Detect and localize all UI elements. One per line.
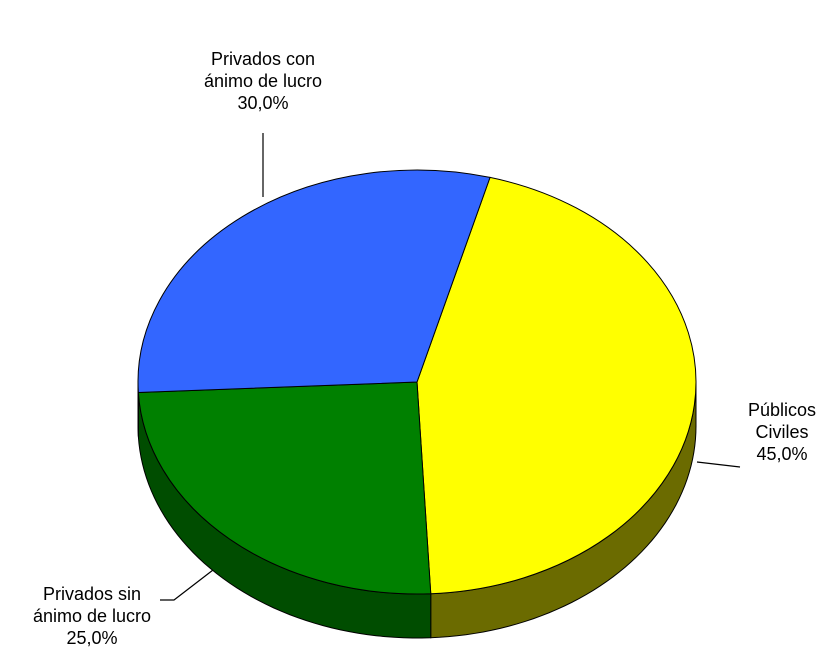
slice-name-label-1-1: ánimo de lucro <box>33 606 151 626</box>
slice-name-label-0-1: Civiles <box>755 422 808 442</box>
slice-value-label-1: 25,0% <box>66 628 117 648</box>
pie-slice-1 <box>137 381 432 595</box>
slice-name-label-0-0: Públicos <box>748 400 816 420</box>
leader-line-1 <box>160 569 214 601</box>
pie-top-faces <box>137 169 697 595</box>
pie-slice-2 <box>137 169 491 393</box>
slice-value-label-2: 30,0% <box>237 93 288 113</box>
slice-value-label-0: 45,0% <box>756 444 807 464</box>
leader-line-0 <box>696 461 741 468</box>
pie-slice-0 <box>416 176 697 595</box>
slice-name-label-2-0: Privados con <box>211 49 315 69</box>
slice-name-label-1-0: Privados sin <box>43 584 141 604</box>
slice-name-label-2-1: ánimo de lucro <box>204 71 322 91</box>
